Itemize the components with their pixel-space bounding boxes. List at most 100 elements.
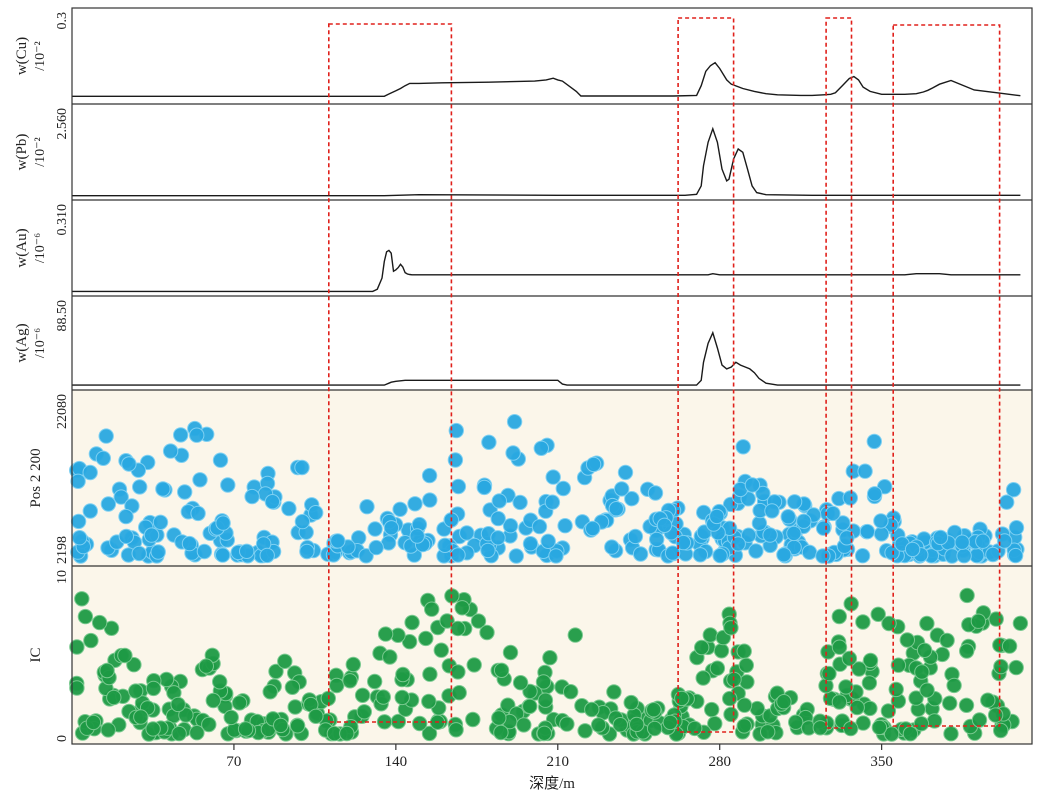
pos-point: [505, 445, 521, 461]
ic-point: [83, 632, 99, 649]
ic-point: [189, 725, 205, 741]
ic-point: [942, 695, 958, 711]
ic-point: [916, 642, 933, 658]
pos-point: [854, 548, 871, 564]
pos-point: [476, 479, 492, 496]
pos-point: [113, 489, 129, 505]
ic-point: [855, 614, 871, 630]
ic-point: [559, 716, 575, 732]
pos-point: [490, 530, 506, 546]
pos-point: [407, 496, 423, 512]
pos-point: [1005, 482, 1022, 498]
ic-point: [479, 624, 495, 641]
ic-point: [502, 644, 519, 661]
pos-point: [220, 477, 236, 493]
ic-point: [77, 608, 94, 625]
ic-point: [74, 591, 90, 607]
pos-point: [70, 513, 87, 530]
ic-point: [466, 657, 482, 673]
ic-point: [970, 613, 987, 629]
ic-point: [577, 723, 593, 739]
pos-point: [490, 510, 506, 527]
ic-point: [117, 647, 133, 664]
ic-point: [454, 600, 470, 616]
cu-line: [72, 61, 1021, 97]
cu-ylabel: w(Cu): [14, 37, 30, 75]
ic-point: [69, 680, 85, 696]
x-axis-label: 深度/m: [529, 775, 575, 792]
pos-point: [801, 544, 818, 560]
ic-point: [902, 726, 919, 742]
pos-point: [664, 545, 681, 561]
pos-bottom-value: 2198: [55, 536, 70, 564]
pos-point: [189, 427, 205, 443]
pos-point: [190, 505, 206, 522]
ic-point: [738, 657, 754, 673]
ic-point: [736, 718, 752, 734]
pos-point: [712, 547, 728, 564]
ic-point: [861, 675, 878, 691]
ic-point: [646, 720, 663, 737]
ic-point: [713, 643, 730, 659]
pos-point: [215, 547, 231, 563]
pos-point: [873, 526, 890, 542]
pos-point: [932, 529, 949, 546]
highlight-box: [327, 23, 453, 723]
ag-ylabel-unit: /10⁻⁶: [33, 328, 48, 358]
ic-point: [702, 627, 718, 643]
pos-scatter-points: [69, 414, 1025, 564]
pos-point: [491, 493, 507, 509]
ic-point: [880, 703, 897, 719]
au-ylabel-unit: /10⁻⁶: [33, 233, 48, 263]
pos-point: [996, 533, 1013, 549]
ic-point: [356, 704, 372, 720]
ic-point: [85, 714, 102, 731]
ic-point: [862, 652, 879, 669]
ic-point: [788, 714, 804, 730]
ic-point: [145, 721, 161, 737]
pos-point: [131, 545, 147, 562]
ic-point: [404, 614, 420, 631]
ic-point: [465, 711, 481, 728]
ic-point: [451, 685, 467, 701]
ag-line: [72, 330, 1021, 386]
pos-point: [557, 518, 573, 534]
pos-point: [608, 501, 624, 517]
panel-frames: [71, 7, 1033, 745]
ic-point: [376, 714, 393, 730]
ic-point: [629, 716, 645, 733]
pos-point: [533, 440, 549, 456]
ic-point: [273, 717, 289, 734]
ic-point: [493, 724, 509, 741]
pos-point: [421, 467, 438, 484]
x-tick-label: 210: [547, 754, 570, 770]
ic-point: [993, 658, 1009, 675]
ic-point: [522, 698, 538, 714]
pos-point: [867, 486, 883, 502]
pos-point: [118, 528, 135, 545]
pos-point: [281, 500, 297, 517]
ic-point: [470, 613, 487, 629]
ic-point: [612, 717, 628, 733]
pos-point: [585, 520, 601, 537]
pos-point: [548, 548, 564, 564]
ic-point: [421, 725, 438, 742]
pos-point: [70, 473, 86, 489]
ic-point: [394, 689, 410, 706]
pos-point: [780, 509, 796, 525]
ic-point: [890, 657, 907, 673]
ic-point: [695, 670, 711, 686]
pb-top-value: 2.560: [55, 108, 70, 140]
pos-point: [786, 494, 803, 510]
ic-point: [567, 627, 583, 643]
pos-point: [481, 434, 497, 450]
ic-point: [537, 692, 554, 708]
ic-point: [145, 680, 162, 697]
ic-point: [987, 707, 1004, 723]
ic-point: [646, 702, 662, 718]
pos-point: [776, 547, 792, 563]
pos-point: [118, 508, 134, 525]
ic-point: [448, 722, 464, 738]
pos-point: [956, 548, 972, 564]
ic-point: [522, 683, 538, 700]
